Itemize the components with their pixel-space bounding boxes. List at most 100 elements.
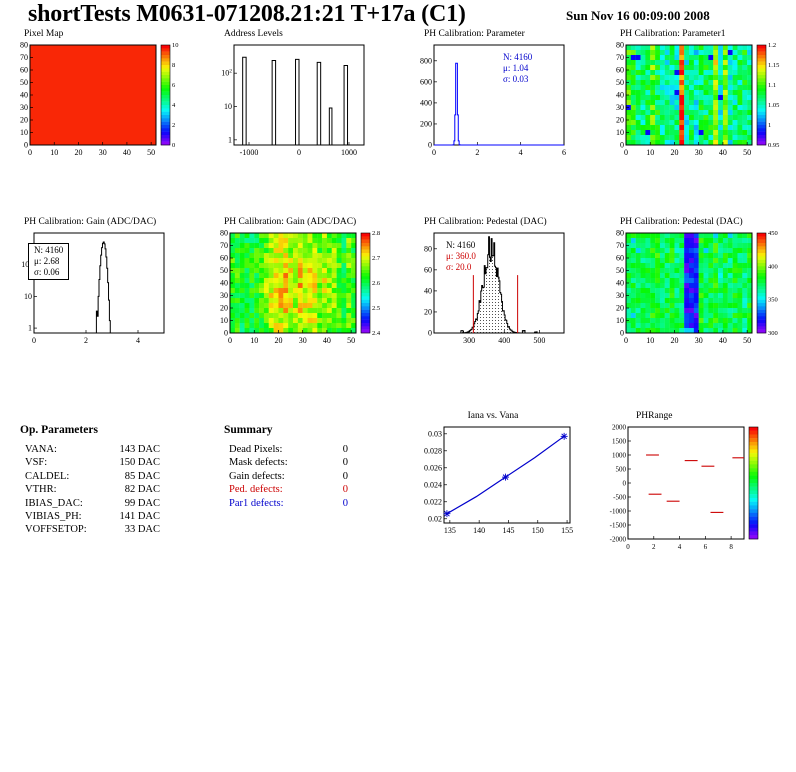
svg-text:20: 20: [616, 304, 624, 313]
svg-text:0: 0: [624, 148, 628, 157]
svg-text:2: 2: [475, 148, 479, 157]
svg-text:1: 1: [768, 122, 771, 129]
op-param-label: VTHR:: [25, 484, 57, 496]
svg-text:40: 40: [616, 91, 624, 100]
svg-text:300: 300: [463, 336, 475, 345]
address-levels-title: Address Levels: [224, 29, 283, 39]
panel-pedestal-map: PH Calibration: Pedestal (DAC) 0 10 20 30 40…: [600, 216, 796, 362]
summary-row-par1-defects: Par1 defects: 0: [224, 497, 348, 510]
svg-text:50: 50: [20, 78, 28, 87]
panel-gain-map: PH Calibration: Gain (ADC/DAC) 0 10 20 30 40…: [204, 216, 400, 362]
svg-text:-1500: -1500: [610, 522, 627, 530]
svg-text:0: 0: [224, 329, 228, 338]
svg-text:20: 20: [616, 116, 624, 125]
stat-n: N: 4160: [34, 245, 64, 255]
svg-text:50: 50: [616, 78, 624, 87]
svg-text:-2000: -2000: [610, 536, 627, 544]
op-param-label: VOFFSETOP:: [25, 524, 87, 536]
summary-block: Summary Dead Pixels: 0 Mask defects: 0 G…: [224, 424, 348, 510]
svg-text:10: 10: [172, 42, 179, 49]
svg-text:10: 10: [220, 316, 228, 325]
stat-mu: μ: 360.0: [446, 251, 476, 261]
op-param-row-voffsetop: VOFFSETOP: 33 DAC: [20, 523, 160, 536]
svg-text:1000: 1000: [341, 148, 357, 157]
svg-text:150: 150: [532, 526, 544, 535]
svg-text:0.024: 0.024: [424, 480, 442, 489]
svg-text:500: 500: [616, 466, 627, 474]
op-param-row-vana: VANA: 143 DAC: [20, 443, 160, 456]
svg-text:500: 500: [533, 336, 545, 345]
svg-text:400: 400: [768, 263, 778, 270]
op-parameters-heading: Op. Parameters: [20, 424, 98, 436]
summary-label: Par1 defects:: [229, 497, 284, 509]
svg-text:145: 145: [502, 526, 514, 535]
op-param-value: 82 DAC: [124, 484, 160, 496]
panel-ph-parameter1-map: PH Calibration: Parameter1 0 10 20 30 40 50 0 1…: [600, 28, 796, 174]
svg-text:0.028: 0.028: [424, 446, 442, 455]
stats-box-parameter: N: 4160 μ: 1.04 σ: 0.03: [503, 52, 532, 85]
svg-text:200: 200: [420, 119, 432, 128]
svg-text:10: 10: [20, 128, 28, 137]
svg-text:1000: 1000: [612, 452, 627, 460]
svg-text:40: 40: [220, 279, 228, 288]
svg-text:1: 1: [28, 324, 32, 333]
svg-text:40: 40: [719, 148, 727, 157]
svg-text:10: 10: [646, 336, 654, 345]
svg-text:10: 10: [24, 292, 32, 301]
svg-text:60: 60: [20, 66, 28, 75]
svg-text:0: 0: [428, 141, 432, 150]
svg-text:102: 102: [221, 69, 232, 78]
svg-text:0.022: 0.022: [424, 497, 442, 506]
svg-text:50: 50: [743, 336, 751, 345]
svg-text:0: 0: [228, 336, 232, 345]
stat-n: N: 4160: [446, 240, 476, 250]
page-title: shortTests M0631-071208.21:21 T+17a (C1): [28, 1, 466, 27]
op-parameters-block: Op. Parameters VANA: 143 DAC VSF: 150 DA…: [20, 424, 160, 537]
svg-text:2.6: 2.6: [372, 280, 381, 287]
op-param-value: 33 DAC: [124, 524, 160, 536]
svg-text:30: 30: [616, 103, 624, 112]
svg-text:80: 80: [616, 41, 624, 50]
svg-text:4: 4: [172, 102, 176, 109]
gain-histogram-title: PH Calibration: Gain (ADC/DAC): [24, 217, 157, 227]
op-param-value: 99 DAC: [124, 497, 160, 509]
op-param-row-ibias-dac: IBIAS_DAC: 99 DAC: [20, 497, 160, 510]
svg-text:80: 80: [424, 244, 432, 253]
svg-text:600: 600: [420, 77, 432, 86]
svg-text:40: 40: [719, 336, 727, 345]
svg-text:50: 50: [743, 148, 751, 157]
svg-text:50: 50: [616, 266, 624, 275]
svg-text:60: 60: [616, 254, 624, 263]
panel-gain-histogram: PH Calibration: Gain (ADC/DAC) 024110102…: [4, 216, 200, 362]
op-param-label: VANA:: [25, 444, 57, 455]
svg-text:30: 30: [695, 148, 703, 157]
svg-text:70: 70: [616, 53, 624, 62]
svg-text:6: 6: [704, 543, 708, 551]
phrange-title: PHRange: [636, 411, 673, 421]
iana-vs-vana-chart: 135 140 145 150 155 0.02 0.022 0.024 0.026 0.028 0…: [424, 426, 573, 535]
summary-label: Mask defects:: [229, 457, 288, 469]
ph-parameter1-chart: 0 10 20 30 40 50 0 10 20 30 40 50 60 70 80 1.2 1.15 1.1 1.…: [616, 41, 779, 157]
stat-mu: μ: 1.04: [503, 63, 529, 73]
panel-address-levels: Address Levels -1000 0 1000 1 10 102: [204, 28, 400, 174]
svg-text:0: 0: [32, 336, 36, 345]
report-date: Sun Nov 16 00:09:00 2008: [566, 8, 710, 23]
op-param-label: IBIAS_DAC:: [25, 497, 83, 509]
svg-text:0: 0: [428, 329, 432, 338]
summary-value: 0: [342, 444, 348, 455]
svg-text:8: 8: [729, 543, 733, 551]
stats-box-pedestal: N: 4160 μ: 360.0 σ: 20.0: [446, 240, 476, 273]
svg-text:0.02: 0.02: [428, 514, 442, 523]
svg-text:8: 8: [172, 62, 175, 69]
svg-text:40: 40: [20, 91, 28, 100]
panel-iana-vs-vana: Iana vs. Vana 135 140 145 150 155 0.02 0.022 0.…: [408, 410, 578, 560]
svg-text:0.026: 0.026: [424, 463, 442, 472]
svg-text:400: 400: [420, 98, 432, 107]
svg-text:350: 350: [768, 297, 778, 304]
svg-text:30: 30: [20, 103, 28, 112]
svg-text:50: 50: [347, 336, 355, 345]
op-param-value: 85 DAC: [124, 470, 160, 482]
svg-text:140: 140: [473, 526, 485, 535]
svg-text:80: 80: [616, 229, 624, 238]
